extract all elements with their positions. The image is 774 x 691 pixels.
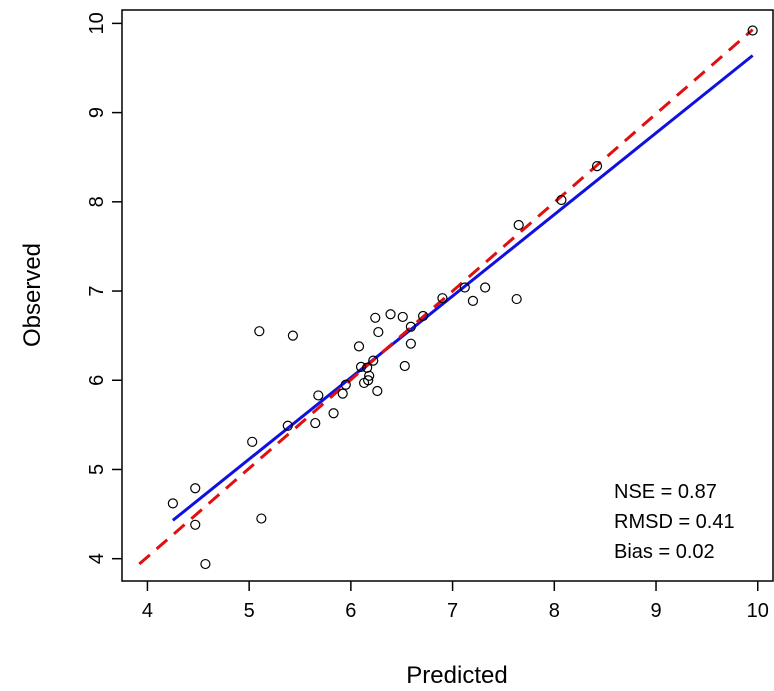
data-point: [397, 311, 408, 323]
data-point: [417, 310, 429, 322]
y-tick-label: 9: [86, 107, 108, 118]
y-tick-label: 6: [86, 375, 108, 386]
data-point: [467, 295, 479, 306]
data-point: [747, 25, 758, 36]
data-point: [513, 219, 524, 231]
x-tick-label: 7: [447, 600, 458, 622]
data-point: [511, 293, 522, 305]
data-point: [373, 326, 384, 338]
x-tick-label: 8: [549, 600, 560, 622]
data-point: [256, 513, 267, 524]
data-point: [340, 379, 351, 390]
data-point: [313, 390, 324, 401]
data-point: [405, 321, 416, 332]
rmsd-annotation: RMSD = 0.41: [614, 511, 735, 533]
bias-annotation: Bias = 0.02: [614, 541, 715, 563]
data-point: [247, 436, 258, 447]
data-point: [353, 341, 365, 352]
x-tick-label: 9: [650, 600, 661, 622]
data-point: [190, 483, 201, 494]
x-tick-label: 10: [747, 600, 769, 622]
data-point: [282, 420, 293, 431]
fit-lines: [138, 28, 754, 566]
data-point: [405, 338, 416, 349]
data-point: [385, 309, 396, 320]
data-point: [480, 282, 491, 293]
x-tick-label: 4: [142, 600, 153, 622]
data-point: [254, 326, 265, 337]
data-point: [372, 385, 383, 397]
data-points: [167, 25, 758, 570]
data-point: [363, 375, 374, 386]
y-axis-title: Observed: [19, 243, 46, 347]
y-tick-label: 10: [86, 12, 108, 34]
data-point: [368, 355, 379, 366]
x-tick-label: 5: [244, 600, 255, 622]
data-point: [328, 408, 339, 419]
data-point: [310, 417, 321, 429]
data-point: [370, 312, 381, 323]
data-point: [556, 194, 567, 206]
data-point: [591, 161, 603, 172]
data-point: [437, 293, 448, 304]
data-point: [190, 519, 201, 530]
data-point: [364, 370, 375, 381]
stats-annotation: NSE = 0.87 RMSD = 0.41 Bias = 0.02: [614, 481, 735, 563]
y-tick-label: 8: [86, 196, 108, 207]
one-to-one-line: [138, 28, 754, 566]
data-point: [200, 558, 211, 570]
x-axis-title: Predicted: [406, 662, 507, 689]
regression-line: [171, 54, 754, 522]
x-axis: 4 5 6 7 8 9 10: [142, 581, 769, 622]
data-point: [287, 330, 298, 341]
plot-area-frame: [121, 9, 774, 582]
nse-annotation: NSE = 0.87: [614, 481, 717, 503]
data-point: [399, 360, 410, 372]
data-point: [167, 498, 178, 509]
y-tick-label: 4: [86, 553, 108, 564]
x-tick-label: 6: [345, 600, 356, 622]
y-axis: 4 5 6 7 8 9 10: [86, 12, 122, 564]
data-point: [355, 361, 367, 372]
y-tick-label: 5: [86, 464, 108, 475]
data-point: [337, 388, 348, 399]
data-point: [459, 282, 470, 293]
y-tick-label: 7: [86, 285, 108, 296]
